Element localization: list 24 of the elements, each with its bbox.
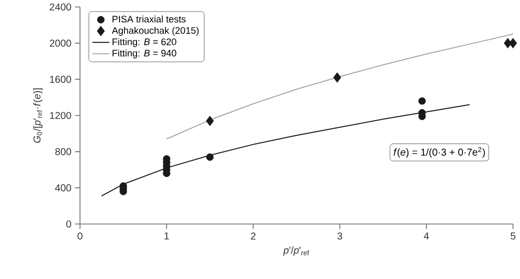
legend-label: Fitting: B = 620 xyxy=(112,38,176,48)
point xyxy=(206,153,214,161)
point xyxy=(418,97,426,105)
x-axis-title: p′/p′$_{ref}$ xyxy=(283,246,310,256)
y-tick-label: 2000 xyxy=(50,40,72,47)
x-tick-label: 5 xyxy=(510,232,516,240)
x-tick-label: 3 xyxy=(337,232,342,240)
annotation: f(e) = 1/(0·3 + 0·7e$^{2}$) xyxy=(394,147,485,158)
point xyxy=(333,72,342,83)
point xyxy=(509,38,517,48)
y-tick-label: 2400 xyxy=(50,3,72,11)
x-tick-label: 1 xyxy=(164,232,169,240)
legend-label: Fitting: B = 940 xyxy=(112,50,176,58)
y-tick-label: 400 xyxy=(55,184,72,192)
y-tick-label: 1600 xyxy=(50,76,72,83)
x-tick-label: 4 xyxy=(424,232,429,240)
legend-label: PISA triaxial tests xyxy=(112,16,186,22)
y-tick-label: 800 xyxy=(55,148,72,156)
point xyxy=(206,116,214,126)
y-tick-label: 1200 xyxy=(50,112,72,120)
legend-label: Aghakouchak (2015) xyxy=(112,26,199,36)
x-tick-label: 0 xyxy=(78,232,82,240)
x-tick-label: 2 xyxy=(250,232,256,240)
y-tick-label: 0 xyxy=(66,220,72,228)
